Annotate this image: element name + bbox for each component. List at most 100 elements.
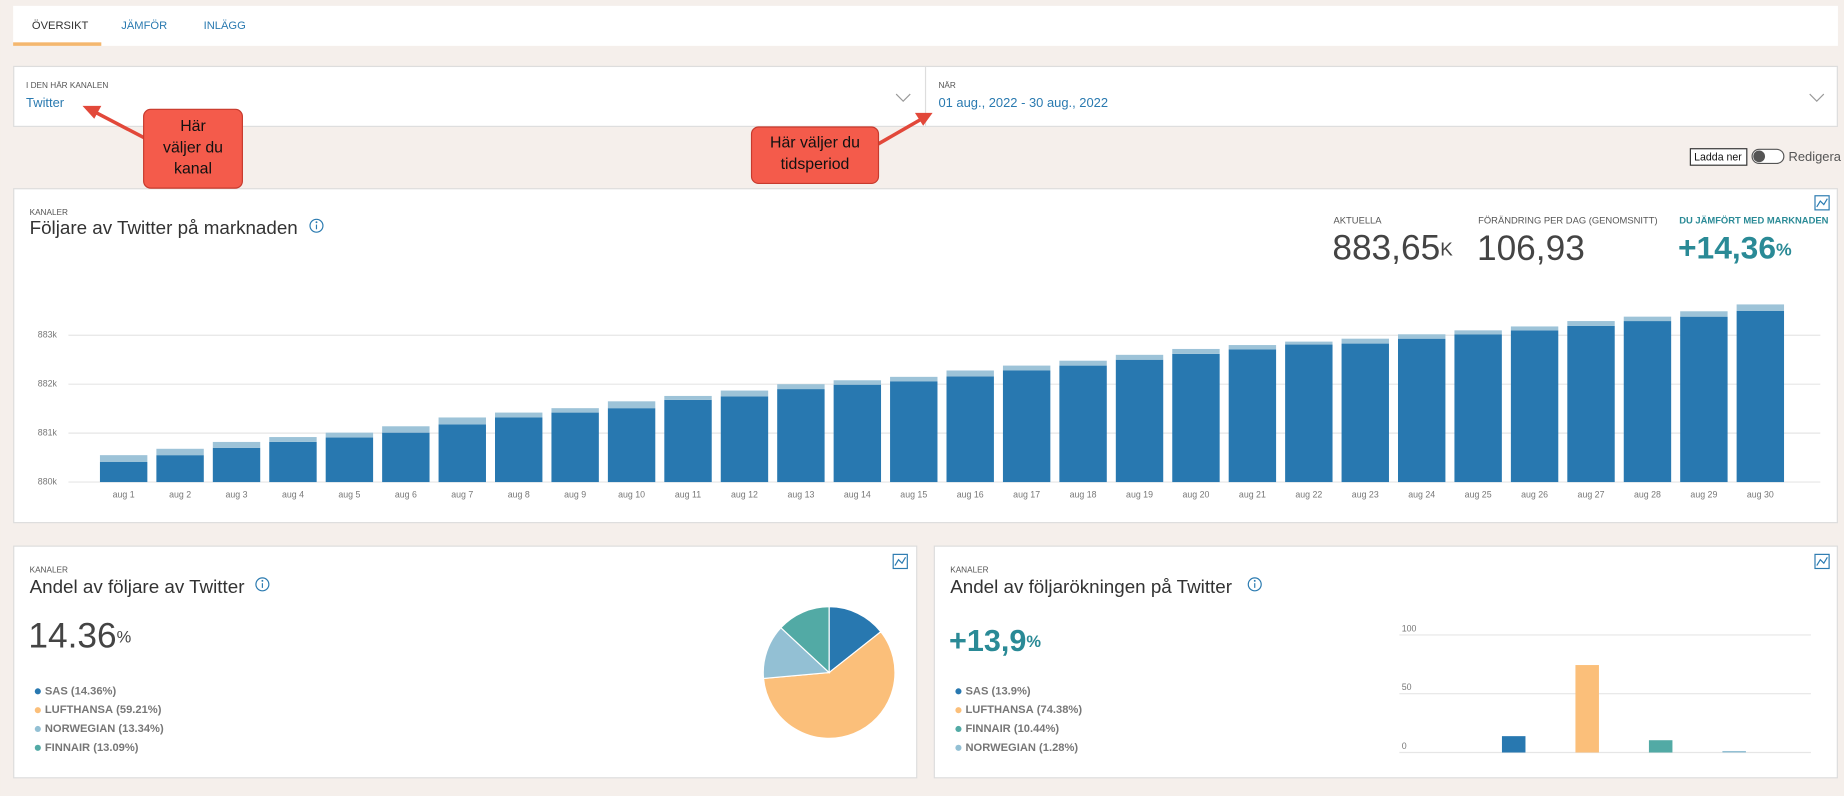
callout: Här väljer du tidsperiod — [750, 112, 933, 185]
legend-label: FINNAIR (10.44%) — [966, 723, 1060, 735]
tab[interactable]: JÄMFÖR — [121, 19, 167, 32]
tab-underline — [13, 42, 102, 46]
bar-segment — [1002, 365, 1051, 371]
x-tick-label: aug 25 — [1465, 489, 1492, 499]
legend-label: NORWEGIAN (1.28%) — [966, 742, 1079, 754]
bar-segment — [551, 412, 599, 483]
bar-segment — [833, 380, 882, 385]
bar-segment — [438, 424, 486, 483]
filter-value[interactable]: 01 aug., 2022 - 30 aug., 2022 — [938, 95, 1108, 110]
x-tick-label: aug 29 — [1690, 489, 1717, 499]
legend-swatch — [34, 744, 41, 751]
bar-segment — [1398, 334, 1446, 339]
filter-label: I DEN HÄR KANALEN — [26, 80, 108, 90]
chart-icon[interactable] — [1814, 553, 1830, 570]
x-tick-label: aug 11 — [675, 489, 701, 499]
bar-segment — [156, 455, 204, 483]
bar-segment — [1172, 348, 1220, 354]
bar-segment — [1623, 316, 1672, 322]
tab-bar — [13, 5, 1838, 46]
info-icon[interactable] — [309, 218, 324, 233]
bar — [1648, 740, 1673, 753]
bar-segment — [212, 441, 261, 448]
bar-segment — [1059, 365, 1107, 483]
callout-text: väljer du — [163, 139, 223, 156]
info-icon[interactable] — [1247, 577, 1262, 592]
download-button[interactable] — [1689, 148, 1748, 166]
x-tick-label: aug 6 — [395, 489, 417, 499]
bar-segment — [1285, 341, 1333, 345]
legend-label: FINNAIR (13.09%) — [45, 742, 139, 754]
filter-value[interactable]: Twitter — [26, 95, 65, 110]
chevron[interactable] — [895, 93, 911, 102]
bar-segment — [1228, 345, 1277, 350]
kicker: KANALER — [950, 565, 988, 574]
legend-swatch — [955, 688, 962, 695]
bar-segment — [1398, 338, 1446, 483]
chevron[interactable] — [1809, 93, 1825, 102]
pie-slice — [828, 606, 882, 674]
bar — [1722, 750, 1746, 753]
bar-segment — [1341, 343, 1389, 483]
legend-label: LUFTHANSA (59.21%) — [45, 704, 162, 716]
info-icon[interactable] — [255, 577, 270, 592]
bar-segment — [946, 376, 994, 483]
tab[interactable]: INLÄGG — [204, 20, 246, 32]
x-tick-label: aug 24 — [1408, 489, 1435, 499]
download-label[interactable]: Ladda ner — [1694, 151, 1742, 163]
callout-text: Här väljer du — [770, 135, 860, 152]
panel-title: Andel av följare av Twitter — [30, 576, 245, 597]
chart-icon[interactable] — [1814, 195, 1830, 211]
headline: +13,9% — [949, 624, 1041, 658]
panel — [933, 545, 1838, 779]
bar-segment — [664, 399, 712, 483]
bar-segment — [720, 396, 769, 483]
bar-segment — [1285, 344, 1333, 483]
legend-label: SAS (14.36%) — [45, 685, 117, 697]
x-tick-label: aug 5 — [338, 489, 360, 499]
toggle-label: Redigera — [1789, 149, 1842, 164]
bar-segment — [1059, 360, 1107, 366]
stat-label: AKTUELLA — [1334, 215, 1383, 226]
x-tick-label: aug 20 — [1183, 489, 1210, 499]
y-tick-label: 0 — [1402, 741, 1407, 751]
x-tick-label: aug 23 — [1352, 489, 1379, 499]
x-tick-label: aug 27 — [1578, 489, 1605, 499]
bar-segment — [1454, 330, 1502, 335]
y-tick-label: 50 — [1402, 682, 1412, 692]
filter-label: NÄR — [938, 80, 955, 90]
x-tick-label: aug 28 — [1634, 489, 1661, 499]
legend-swatch — [34, 707, 41, 714]
kicker: KANALER — [30, 565, 68, 574]
callout: Här väljer du kanal — [82, 105, 243, 189]
kicker: KANALER — [30, 208, 68, 217]
legend-swatch — [34, 688, 41, 695]
bar-segment — [607, 408, 656, 483]
y-tick-label: 883k — [38, 330, 58, 340]
x-tick-label: aug 22 — [1295, 489, 1322, 499]
legend-swatch — [955, 744, 962, 751]
legend-swatch — [34, 725, 41, 733]
x-tick-label: aug 8 — [508, 489, 530, 499]
bar-segment — [607, 401, 656, 409]
bar-segment — [1454, 334, 1502, 483]
y-tick-label: 881k — [38, 427, 58, 437]
pie-slice — [780, 606, 830, 674]
x-tick-label: aug 17 — [1013, 489, 1040, 499]
growth-panel: KANALER Andel av följarökningen på Twitt… — [933, 545, 1838, 779]
x-tick-label: aug 9 — [564, 489, 586, 499]
x-tick-label: aug 2 — [169, 489, 191, 499]
bar-segment — [1623, 321, 1672, 483]
callout-text: tidsperiod — [781, 156, 850, 173]
bar-segment — [495, 417, 543, 483]
bar-segment — [664, 395, 712, 400]
bar-segment — [777, 389, 825, 483]
bar-segment — [382, 426, 430, 433]
tab[interactable]: ÖVERSIKT — [32, 19, 89, 32]
legend-swatch — [955, 725, 962, 733]
bar-segment — [1736, 310, 1785, 483]
y-tick-label: 100 — [1402, 623, 1417, 633]
chart-icon[interactable] — [892, 553, 908, 570]
bar-segment — [99, 462, 148, 483]
bar-segment — [325, 432, 374, 438]
